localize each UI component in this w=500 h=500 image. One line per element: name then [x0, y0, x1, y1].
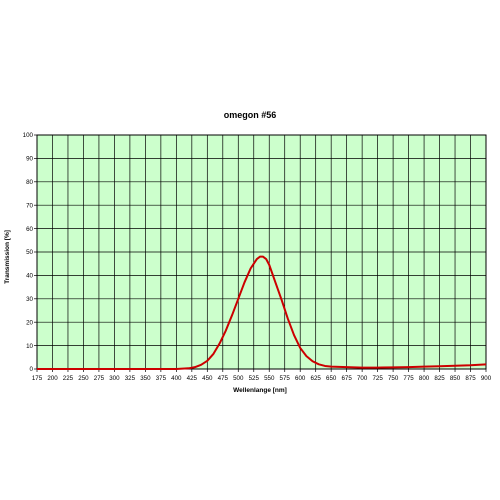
x-tick-label: 750	[388, 375, 399, 382]
y-tick-label: 80	[26, 179, 33, 186]
x-tick-label: 425	[187, 375, 198, 382]
y-tick-label: 30	[26, 296, 33, 303]
x-tick-label: 350	[140, 375, 151, 382]
x-tick-label: 650	[326, 375, 337, 382]
x-tick-label: 725	[372, 375, 383, 382]
y-tick-label: 60	[26, 226, 33, 233]
x-tick-label: 900	[481, 375, 492, 382]
x-tick-label: 375	[156, 375, 167, 382]
x-tick-label: 450	[202, 375, 213, 382]
y-tick-label: 0	[30, 366, 34, 373]
x-tick-label: 875	[465, 375, 476, 382]
x-tick-label: 325	[125, 375, 136, 382]
x-tick-label: 600	[295, 375, 306, 382]
x-tick-label: 225	[63, 375, 74, 382]
y-tick-label: 100	[23, 132, 34, 139]
x-tick-label: 850	[450, 375, 461, 382]
x-tick-label: 575	[280, 375, 291, 382]
x-tick-label: 500	[233, 375, 244, 382]
y-tick-label: 20	[26, 319, 33, 326]
x-tick-label: 300	[109, 375, 120, 382]
x-tick-label: 175	[32, 375, 43, 382]
x-tick-label: 675	[341, 375, 352, 382]
x-tick-label: 200	[47, 375, 58, 382]
x-tick-label: 550	[264, 375, 275, 382]
x-tick-label: 825	[434, 375, 445, 382]
x-tick-label: 475	[218, 375, 229, 382]
x-tick-label: 700	[357, 375, 368, 382]
x-axis-label: Wellenlange [nm]	[233, 387, 287, 394]
chart-title: omegon #56	[223, 110, 277, 120]
y-tick-label: 50	[26, 249, 33, 256]
x-tick-label: 775	[403, 375, 414, 382]
y-tick-label: 90	[26, 156, 33, 163]
x-tick-label: 250	[78, 375, 89, 382]
x-tick-label: 525	[249, 375, 260, 382]
x-tick-label: 625	[311, 375, 322, 382]
y-tick-label: 40	[26, 273, 33, 280]
plot-border	[36, 134, 487, 370]
series-line	[37, 255, 487, 370]
x-tick-label: 275	[94, 375, 105, 382]
x-tick-label: 400	[171, 375, 182, 382]
y-tick-label: 70	[26, 202, 33, 209]
y-tick-label: 10	[26, 343, 33, 350]
x-tick-label: 800	[419, 375, 430, 382]
